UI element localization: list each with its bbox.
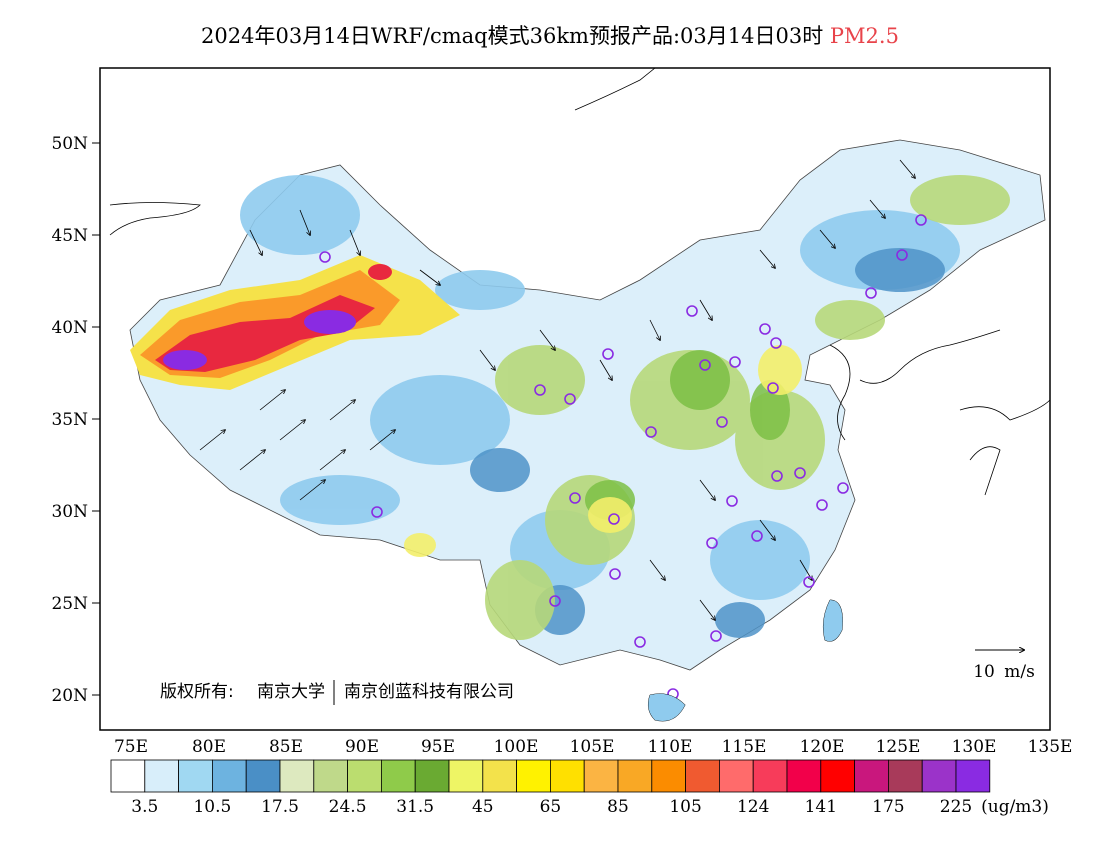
- wind-reference: 10 m/s: [973, 650, 1035, 682]
- colorbar-swatch: [482, 759, 517, 793]
- title-main: 2024年03月14日WRF/cmaq模式36km预报产品:03月14日03时: [201, 24, 824, 48]
- y-tick-label: 45N: [51, 226, 88, 246]
- x-tick-label: 80E: [192, 737, 226, 757]
- y-tick-label: 20N: [51, 686, 88, 706]
- colorbar-label: 85: [607, 797, 629, 817]
- x-tick-label: 100E: [494, 737, 539, 757]
- y-tick-label: 35N: [51, 410, 88, 430]
- colorbar-label: 45: [472, 797, 494, 817]
- colorbar-swatch: [583, 759, 619, 793]
- colorbar-swatch: [550, 759, 585, 793]
- colorbar-swatch: [448, 759, 484, 793]
- colorbar-swatch: [719, 759, 754, 793]
- colorbar-unit: (ug/m3): [981, 797, 1049, 817]
- plume-purple-west: [163, 350, 207, 370]
- colorbar-swatch: [178, 759, 213, 793]
- y-tick-label: 50N: [51, 134, 88, 154]
- copyright-org2: 南京创蓝科技有限公司: [344, 682, 514, 702]
- colorbar-swatch: [888, 759, 923, 793]
- colorbar-swatch: [516, 759, 551, 793]
- map-title: 2024年03月14日WRF/cmaq模式36km预报产品:03月14日03时 …: [0, 20, 1100, 50]
- city-markers: [319, 214, 927, 700]
- colorbar-label: 105: [669, 797, 701, 817]
- y-axis: 50N 45N 40N 35N 30N 25N 20N: [51, 134, 100, 706]
- colorbar-label: 31.5: [396, 797, 434, 817]
- colorbar-swatch: [144, 759, 180, 793]
- colorbar-label: 10.5: [193, 797, 231, 817]
- copyright-owner-label: 版权所有:: [160, 682, 234, 702]
- colorbar-swatch: [211, 759, 247, 793]
- colorbar-swatch: [955, 759, 991, 793]
- colorbar-swatch: [752, 759, 788, 793]
- colorbar-swatch: [380, 759, 416, 793]
- colorbar-label: 124: [737, 797, 769, 817]
- colorbar-swatch: [110, 759, 146, 793]
- colorbar-swatch: [651, 759, 686, 793]
- plume-purple-east: [304, 310, 356, 334]
- colorbar-swatch: [786, 759, 822, 793]
- x-tick-label: 135E: [1028, 737, 1073, 757]
- colorbar-label: 175: [872, 797, 904, 817]
- colorbar-swatch: [414, 759, 450, 793]
- colorbar-swatch: [820, 759, 855, 793]
- wind-reference-label: 10 m/s: [973, 662, 1035, 682]
- colorbar-label: 17.5: [261, 797, 299, 817]
- colorbar-label: 24.5: [329, 797, 367, 817]
- x-tick-label: 90E: [345, 737, 379, 757]
- colorbar-label: 141: [805, 797, 837, 817]
- colorbar-label: 225: [940, 797, 972, 817]
- colorbar-swatch: [617, 759, 653, 793]
- x-tick-label: 75E: [114, 737, 148, 757]
- colorbar-swatch: [313, 759, 348, 793]
- x-tick-label: 110E: [648, 737, 693, 757]
- copyright-notice: 版权所有: 南京大学 南京创蓝科技有限公司: [160, 680, 514, 705]
- x-tick-label: 130E: [952, 737, 997, 757]
- colorbar-swatch: [854, 759, 889, 793]
- y-tick-label: 40N: [51, 318, 88, 338]
- plume-hotspot-north: [368, 264, 392, 280]
- taiwan: [823, 600, 843, 642]
- colorbar-swatch: [279, 759, 315, 793]
- x-tick-label: 105E: [570, 737, 615, 757]
- colorbar-label: 65: [540, 797, 562, 817]
- hainan: [648, 693, 685, 721]
- x-tick-label: 120E: [800, 737, 845, 757]
- copyright-org1: 南京大学: [257, 682, 325, 702]
- y-tick-label: 30N: [51, 502, 88, 522]
- colorbar-swatch: [685, 759, 720, 793]
- y-tick-label: 25N: [51, 594, 88, 614]
- x-tick-label: 125E: [876, 737, 921, 757]
- colorbar: 3.5 10.5 17.5 24.5 31.5 45 65 85 105 124 141 175 225: [110, 759, 991, 817]
- colorbar-swatch: [245, 759, 281, 793]
- colorbar-swatch: [921, 759, 957, 793]
- x-axis: 75E 80E 85E 90E 95E 100E 105E 110E 115E …: [114, 737, 1072, 757]
- title-variable: PM2.5: [829, 24, 899, 48]
- x-tick-label: 85E: [269, 737, 303, 757]
- colorbar-swatch: [347, 759, 382, 793]
- map-frame: [99, 67, 1051, 731]
- wind-vectors: [199, 159, 915, 620]
- x-tick-label: 95E: [421, 737, 455, 757]
- x-tick-label: 115E: [722, 737, 767, 757]
- colorbar-label: 3.5: [131, 797, 158, 817]
